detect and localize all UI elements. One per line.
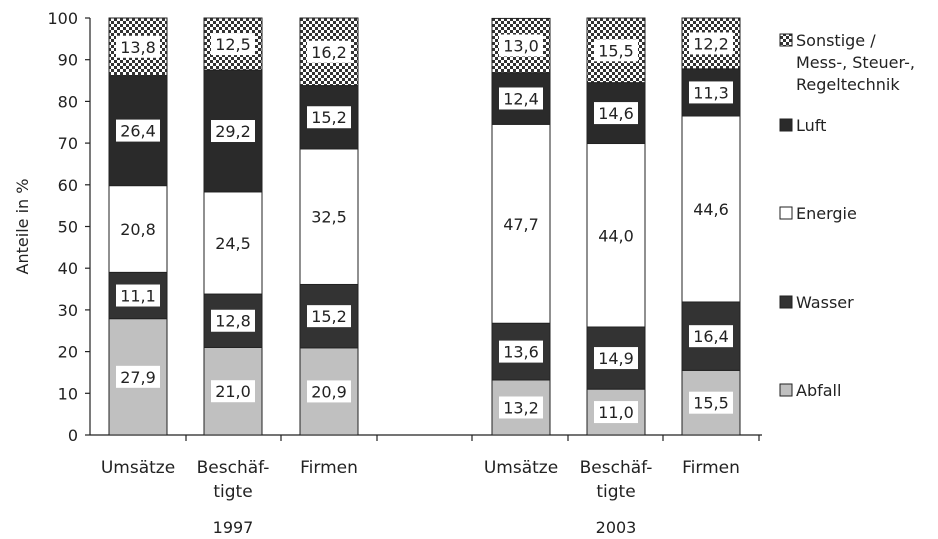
data-label-box <box>689 391 733 414</box>
data-label-box <box>594 39 638 62</box>
legend-label: Sonstige / <box>796 31 876 50</box>
data-label-box <box>689 81 733 104</box>
data-label: 15,2 <box>311 108 347 127</box>
y-tick-label: 0 <box>68 426 78 445</box>
data-label: 11,0 <box>598 403 634 422</box>
data-label-box <box>594 347 638 370</box>
legend-label: Luft <box>796 116 826 135</box>
data-label: 13,0 <box>503 37 539 56</box>
legend-label: Energie <box>796 204 857 223</box>
data-label-box <box>499 87 543 110</box>
bar-segment <box>586 143 646 328</box>
y-tick-label: 60 <box>58 176 78 195</box>
data-label: 16,2 <box>311 43 347 62</box>
category-label: Umsätze <box>484 458 558 478</box>
data-label: 29,2 <box>215 122 251 141</box>
group-label: 2003 <box>596 518 637 537</box>
legend-label: Mess-, Steuer-, <box>796 53 915 72</box>
data-label: 11,1 <box>120 287 156 306</box>
data-label-box <box>211 380 255 403</box>
data-label-box <box>211 33 255 56</box>
data-label: 20,8 <box>120 220 156 239</box>
y-tick-label: 70 <box>58 134 78 153</box>
bar-segment <box>108 185 168 273</box>
data-label: 15,5 <box>693 394 729 413</box>
data-label: 11,3 <box>693 83 729 102</box>
y-tick-label: 90 <box>58 51 78 70</box>
y-axis-title: Anteile in % <box>13 179 32 275</box>
data-label: 21,0 <box>215 382 251 401</box>
data-label-box <box>116 119 160 142</box>
data-label: 15,2 <box>311 307 347 326</box>
data-label-box <box>116 35 160 58</box>
data-label-box <box>116 365 160 388</box>
legend-swatch <box>779 206 793 220</box>
category-label: Umsätze <box>101 458 175 478</box>
data-label: 27,9 <box>120 368 156 387</box>
y-tick-label: 10 <box>58 384 78 403</box>
data-label: 13,2 <box>503 398 539 417</box>
data-label: 47,7 <box>503 215 539 234</box>
legend: Sonstige / Mess-, Steuer-, Regeltechnik Luf… <box>779 31 915 400</box>
data-label-box <box>211 309 255 332</box>
data-label: 26,4 <box>120 122 156 141</box>
data-label-box <box>307 305 351 328</box>
y-tick-label: 100 <box>47 9 78 28</box>
category-label: tigte <box>213 482 252 502</box>
data-label-box <box>689 325 733 348</box>
category-label: Firmen <box>300 458 358 478</box>
data-label: 20,9 <box>311 382 347 401</box>
legend-swatch <box>779 295 793 309</box>
category-label: Firmen <box>682 458 740 478</box>
data-label: 13,6 <box>503 343 539 362</box>
data-label-box <box>307 40 351 63</box>
data-label: 12,4 <box>503 89 539 108</box>
y-tick-label: 20 <box>58 343 78 362</box>
data-label: 12,5 <box>215 35 251 54</box>
data-label-box <box>499 34 543 57</box>
data-label-box <box>211 120 255 143</box>
data-label: 12,8 <box>215 312 251 331</box>
data-label-box <box>499 340 543 363</box>
legend-swatch <box>779 118 793 132</box>
data-label-box <box>689 32 733 55</box>
category-label: Beschäf- <box>580 458 653 478</box>
group-label: 1997 <box>213 518 254 537</box>
data-label: 12,2 <box>693 34 729 53</box>
category-label: Beschäf- <box>197 458 270 478</box>
data-label: 24,5 <box>215 234 251 253</box>
data-label-box <box>307 106 351 129</box>
data-label-box <box>594 401 638 424</box>
data-label: 16,4 <box>693 327 729 346</box>
y-tick-label: 40 <box>58 259 78 278</box>
legend-swatch <box>779 383 793 397</box>
data-label: 14,6 <box>598 104 634 123</box>
y-tick-label: 30 <box>58 301 78 320</box>
bar-segment <box>299 148 359 285</box>
legend-label: Regeltechnik <box>796 75 900 94</box>
data-label-box <box>116 284 160 307</box>
y-tick-label: 50 <box>58 218 78 237</box>
data-label: 15,5 <box>598 41 634 60</box>
data-label-box <box>499 396 543 419</box>
data-label: 44,0 <box>598 226 634 245</box>
data-label: 44,6 <box>693 200 729 219</box>
data-label-box <box>307 380 351 403</box>
data-label: 13,8 <box>120 38 156 57</box>
legend-label: Abfall <box>796 381 841 400</box>
data-label: 32,5 <box>311 208 347 227</box>
y-tick-label: 80 <box>58 92 78 111</box>
data-label: 14,9 <box>598 349 634 368</box>
plot-area: 0 10 20 30 40 50 60 70 80 90 100 Anteile in % 27,9 11… <box>13 9 762 537</box>
bar-segment <box>491 123 551 324</box>
legend-label: Wasser <box>796 293 854 312</box>
category-label: tigte <box>596 482 635 502</box>
legend-swatch <box>779 33 793 47</box>
data-label-box <box>594 102 638 125</box>
